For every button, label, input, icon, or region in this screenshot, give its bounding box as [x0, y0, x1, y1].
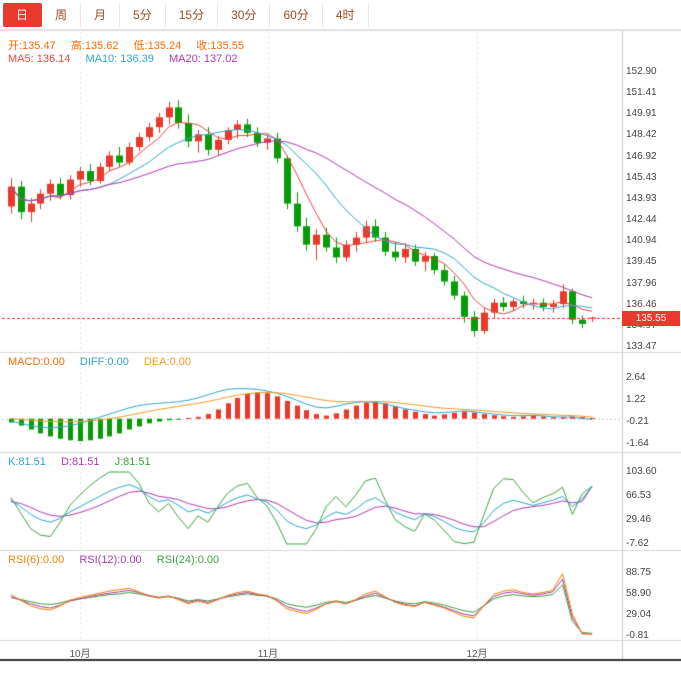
axis-tick-label: 58.90 [626, 588, 652, 599]
axis-tick-label: 142.44 [626, 214, 657, 225]
macd-readout-row: MACD:0.00 DIFF:0.00 DEA:0.00 [8, 356, 203, 368]
tab-weekly[interactable]: 周 [42, 2, 82, 27]
axis-tick-label: -0.21 [626, 416, 649, 427]
ma5-label: MA5: 136.14 [8, 53, 71, 65]
tab-15min[interactable]: 15分 [166, 2, 219, 27]
axis-tick-label: -1.64 [626, 438, 649, 449]
timeframe-tabbar: 日 周 月 5分 15分 30分 60分 4时 [0, 0, 681, 30]
dea-value-label: DEA:0.00 [143, 356, 191, 368]
rsi12-value-label: RSI(12):0.00 [79, 554, 142, 566]
ohlc-open-label: 开:135.47 [8, 40, 56, 52]
tab-30min[interactable]: 30分 [218, 2, 271, 27]
tab-4hour[interactable]: 4时 [323, 2, 369, 27]
macd-value-label: MACD:0.00 [8, 356, 65, 368]
tab-5min[interactable]: 5分 [120, 2, 166, 27]
axis-tick-label: -7.62 [626, 538, 649, 549]
axis-tick-label: 139.45 [626, 256, 657, 267]
x-axis-month-label: 12月 [466, 649, 488, 660]
axis-tick-label: 29.04 [626, 609, 652, 620]
axis-tick-label: 140.94 [626, 235, 657, 246]
ohlc-close-label: 收:135.55 [196, 40, 244, 52]
tab-daily[interactable]: 日 [3, 2, 43, 27]
axis-tick-label: 136.46 [626, 299, 657, 310]
axis-tick-label: 143.93 [626, 193, 657, 204]
axis-tick-label: 103.60 [626, 466, 657, 477]
last-price-badge: 135.55 [622, 311, 680, 326]
axis-tick-label: 145.43 [626, 172, 657, 183]
axis-tick-label: 29.46 [626, 514, 652, 525]
axis-tick-label: 66.53 [626, 490, 652, 501]
axis-tick-label: 152.90 [626, 66, 657, 77]
axis-tick-label: 148.42 [626, 129, 657, 140]
tab-60min[interactable]: 60分 [270, 2, 323, 27]
rsi24-value-label: RSI(24):0.00 [156, 554, 220, 566]
ohlc-high-label: 高:135.62 [70, 40, 119, 52]
ohlc-low-label: 低:135.24 [133, 40, 182, 52]
ma-readout-row: MA5: 136.14 MA10: 136.39 MA20: 137.02 [8, 53, 250, 65]
d-value-label: D:81.51 [60, 456, 100, 468]
diff-value-label: DIFF:0.00 [79, 356, 129, 368]
ma10-label: MA10: 136.39 [85, 53, 154, 65]
x-axis-month-label: 10月 [69, 649, 91, 660]
rsi6-value-label: RSI(6):0.00 [8, 554, 65, 566]
rsi-readout-row: RSI(6):0.00 RSI(12):0.00 RSI(24):0.00 [8, 554, 231, 566]
j-value-label: J:81.51 [114, 456, 151, 468]
axis-tick-label: 88.75 [626, 567, 652, 578]
axis-tick-label: 137.96 [626, 278, 657, 289]
tab-monthly[interactable]: 月 [81, 2, 121, 27]
ma20-label: MA20: 137.02 [169, 53, 238, 65]
axis-tick-label: -0.81 [626, 630, 649, 641]
axis-tick-label: 151.41 [626, 87, 657, 98]
axis-tick-label: 133.47 [626, 341, 657, 352]
axis-tick-label: 1.22 [626, 394, 646, 405]
ohlc-readout-row: 开:135.47 高:135.62 低:135.24 收:135.55 [8, 37, 256, 53]
axis-tick-label: 146.92 [626, 151, 657, 162]
axis-tick-label: 2.64 [626, 372, 646, 383]
k-value-label: K:81.51 [8, 456, 46, 468]
axis-tick-label: 149.91 [626, 108, 657, 119]
x-axis-month-label: 11月 [257, 649, 279, 660]
kdj-readout-row: K:81.51 D:81.51 J:81.51 [8, 456, 163, 468]
